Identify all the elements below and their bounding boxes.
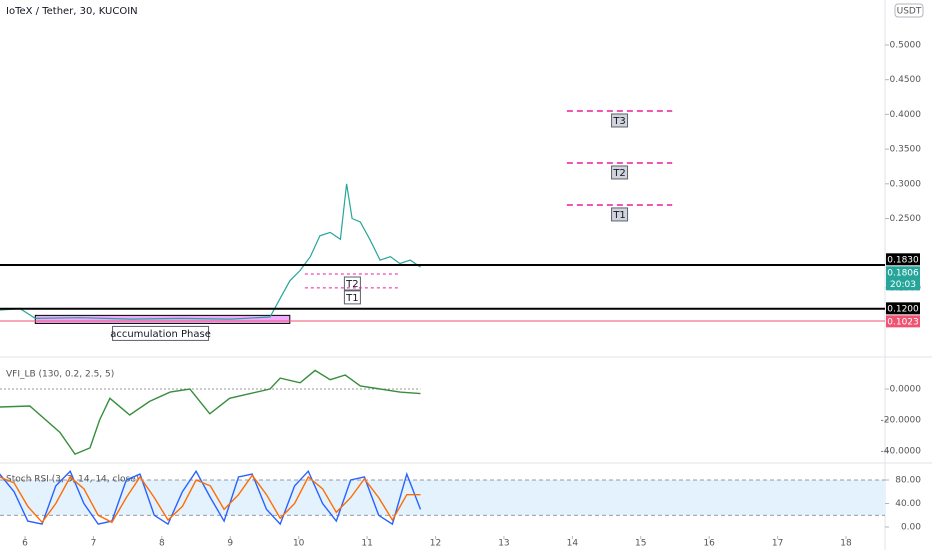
target-label-bg (611, 207, 629, 222)
target-label: T1 (612, 210, 625, 221)
series-line (0, 183, 421, 320)
target-label: T2 (345, 279, 358, 290)
price-label-bg (886, 315, 920, 328)
series-line (0, 469, 422, 526)
y-tick-label: 80.00 (895, 475, 921, 485)
indicator-title: VFI_LB (130, 0.2, 2.5, 5) (6, 370, 114, 380)
x-tick-label: 13 (498, 539, 509, 549)
y-tick-label: 0.4500 (890, 75, 922, 85)
x-tick-label: 18 (840, 539, 852, 549)
x-tick-label: 7 (91, 539, 97, 549)
price-label: 0.1830 (887, 255, 919, 265)
y-tick-label: 0.2500 (890, 214, 922, 224)
x-tick-label: 17 (772, 539, 783, 549)
x-tick-label: 14 (567, 539, 579, 549)
target-label-bg (611, 113, 629, 128)
x-tick-label: 10 (293, 539, 305, 549)
target-label-bg (343, 290, 361, 305)
series-line (0, 369, 421, 455)
countdown: 20:03 (890, 280, 916, 290)
x-tick-label: 12 (430, 539, 441, 549)
target-label-bg (343, 276, 361, 291)
price-label: 0.1806 (887, 268, 919, 278)
target-label: T3 (612, 116, 625, 127)
target-label-bg (611, 165, 629, 180)
series-line (0, 474, 421, 524)
x-tick-label: 6 (22, 539, 28, 549)
y-tick-label: -20.0000 (881, 415, 922, 425)
x-tick-label: 15 (635, 539, 646, 549)
price-label-bg (886, 253, 920, 266)
symbol-title: IoTeX / Tether, 30, KUCOIN (6, 6, 138, 17)
x-tick-label: 8 (159, 539, 165, 549)
y-tick-label: 0.00 (901, 523, 921, 533)
box-label: accumulation Phase (110, 329, 211, 340)
y-tick-label: 40.00 (895, 499, 921, 509)
currency[interactable]: USDT (897, 7, 922, 17)
y-tick-label: 0.3500 (890, 145, 922, 155)
price-label-bg (886, 302, 920, 315)
accumulation-box (34, 314, 291, 324)
y-tick-label: 0.4000 (890, 110, 922, 120)
target-label: T1 (345, 293, 358, 304)
target-label: T2 (612, 168, 625, 179)
currency-box[interactable] (894, 3, 924, 18)
y-tick-label: -40.0000 (881, 446, 922, 456)
band (0, 479, 885, 516)
y-tick-label: 0.3000 (890, 179, 922, 189)
price-label-bg (886, 266, 920, 291)
y-tick-label: 0.5000 (890, 40, 922, 50)
x-tick-label: 11 (361, 539, 372, 549)
x-tick-label: 9 (227, 539, 233, 549)
price-label: 0.1200 (887, 304, 919, 314)
box-label-bg (112, 325, 210, 341)
y-tick-label: 0.0000 (890, 384, 922, 394)
price-label: 0.1023 (887, 317, 919, 327)
x-tick-label: 16 (703, 539, 715, 549)
